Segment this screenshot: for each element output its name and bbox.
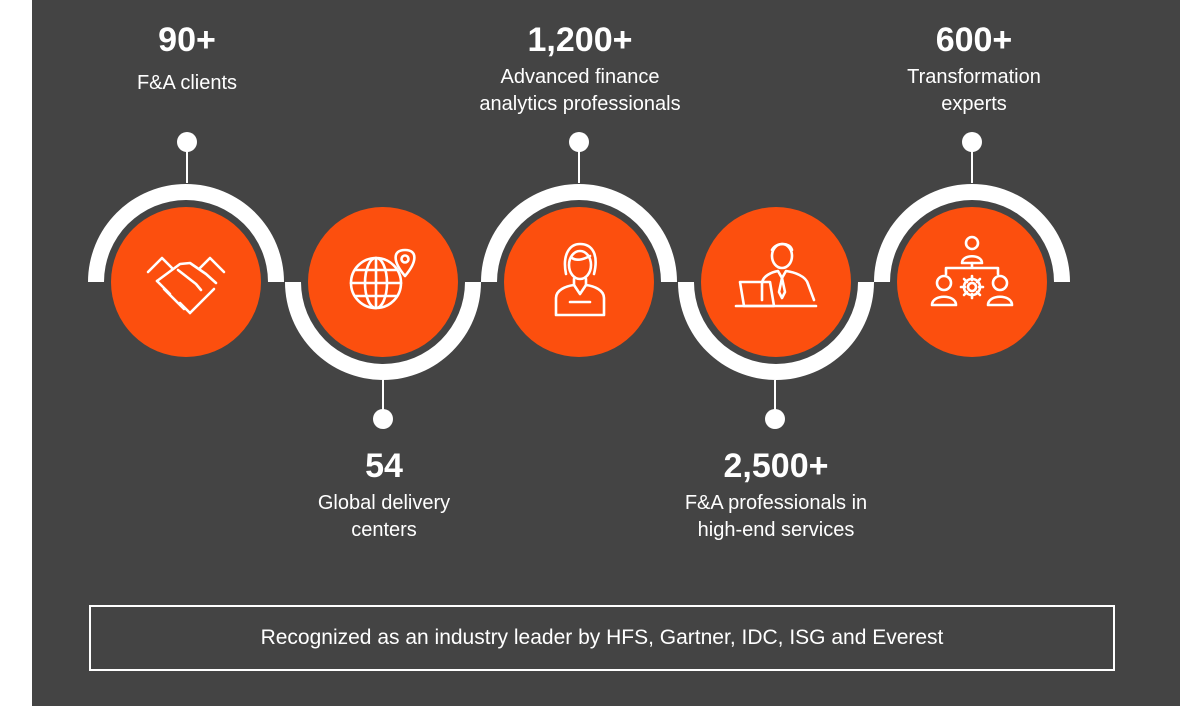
ring-arc-4	[678, 282, 874, 380]
orange-circle-4	[701, 207, 851, 357]
connector-dot-4	[765, 409, 785, 429]
connector-dot-3	[569, 132, 589, 152]
stat-transformation-experts: 600+ Transformation experts	[824, 20, 1124, 118]
team-gear-icon	[930, 235, 1014, 307]
connector-dot-5	[962, 132, 982, 152]
connector-dot-1	[177, 132, 197, 152]
stat-number: 2,500+	[723, 447, 829, 485]
orange-circle-1	[111, 207, 261, 357]
recognition-text: Recognized as an industry leader by HFS,…	[260, 626, 944, 649]
orange-circle-3	[504, 207, 654, 357]
stat-label-line-1: F&A professionals in	[684, 492, 868, 514]
ring-arc-1	[88, 184, 284, 282]
stat-label-line-2: centers	[351, 519, 417, 541]
stat-label-line-1: Global delivery	[317, 492, 451, 514]
stat-number: 1,200+	[527, 21, 633, 59]
businesswoman-icon	[554, 242, 606, 317]
stat-label: F&A clients	[136, 72, 238, 94]
stat-label-line-2: experts	[941, 93, 1007, 115]
stat-label-line-2: analytics professionals	[479, 93, 681, 115]
stat-label-line-2: high-end services	[697, 519, 855, 541]
ring-arc-5	[874, 184, 1070, 282]
stat-delivery-centers: 54 Global delivery centers	[234, 446, 534, 544]
stat-number: 600+	[935, 21, 1013, 59]
handshake-icon	[146, 256, 226, 315]
globe-location-icon	[349, 248, 416, 310]
stat-analytics-professionals: 1,200+ Advanced finance analytics profes…	[430, 20, 730, 118]
stat-number: 90+	[158, 21, 216, 59]
stat-label-line-1: Advanced finance	[500, 66, 660, 88]
stat-label-line-1: Transformation	[907, 66, 1041, 88]
stat-number: 54	[365, 447, 403, 485]
ring-arc-3	[481, 184, 677, 282]
stat-fa-clients: 90+ F&A clients	[37, 20, 337, 97]
stat-fa-professionals: 2,500+ F&A professionals in high-end ser…	[626, 446, 926, 544]
ring-arc-2	[285, 282, 481, 380]
connector-dot-2	[373, 409, 393, 429]
professional-laptop-icon	[734, 242, 818, 308]
recognition-banner: Recognized as an industry leader by HFS,…	[89, 605, 1115, 671]
